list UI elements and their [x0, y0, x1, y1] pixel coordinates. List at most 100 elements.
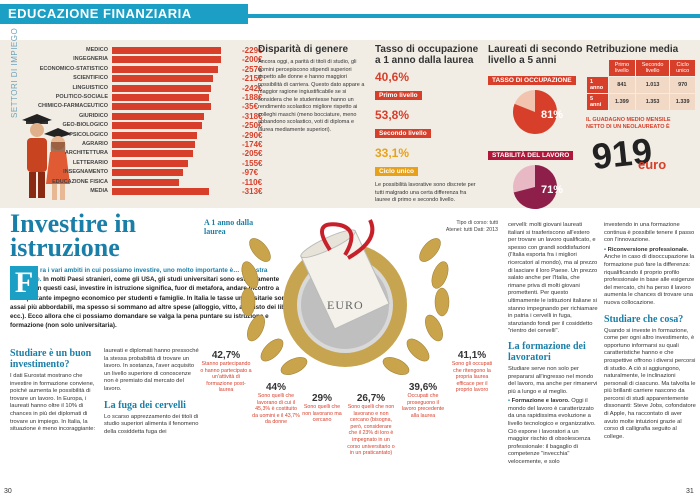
bullet-formazione: • Formazione e lavoro. Oggi il mondo del… [508, 398, 596, 466]
bar-row: MEDICO -229€ [14, 46, 262, 55]
text-studiare: I dati Eurostat mostrano che investire i… [10, 373, 96, 433]
bar [112, 103, 211, 111]
bar-category-label: PSICOLOGICO [69, 131, 108, 138]
retribuzione-table: Primo livello Secondo livello Ciclo unic… [586, 59, 696, 111]
occupazione-value-1: 40,6% [375, 70, 410, 84]
occupazione-value-3: 33,1% [375, 146, 410, 160]
bar [112, 56, 222, 64]
page-number-right: 31 [686, 488, 694, 495]
stat-6-text: Sono gli occupati che ritengono la propr… [451, 361, 493, 394]
bar [112, 169, 184, 177]
bar-value-label: -110€ [242, 177, 263, 187]
coin-text: EURO [327, 298, 364, 312]
retr-header-3: Ciclo unico [669, 59, 696, 77]
bar [112, 178, 179, 186]
coin-laurel-illustration [220, 210, 470, 380]
bar [112, 131, 198, 139]
bar [112, 150, 193, 158]
retr-cell: 1.399 [607, 93, 636, 111]
guadagno-unit: euro [638, 157, 667, 172]
guadagno-label: IL GUADAGNO MEDIO MENSILE NETTO DI UN NE… [586, 117, 671, 130]
pie-value-label: 81% [541, 109, 563, 121]
bar-category-label: EDUCAZIONE FISICA [52, 178, 108, 185]
col-2: laureati e diplomati hanno pressoché la … [104, 348, 200, 436]
retribuzione-box: Retribuzione media Primo livello Secondo… [586, 44, 696, 177]
bullet-riconversione: • Riconversione professionale. Anche in … [604, 246, 695, 306]
occupazione-box: Tasso di occupazione a 1 anno dalla laur… [375, 44, 483, 205]
intro-body: In molti Paesi stranieri, come gli USA, … [10, 276, 291, 330]
bar [112, 188, 209, 195]
bullet-formazione-title: Formazione e lavoro. [511, 398, 570, 405]
stat-5: 39,6% Occupati che proseguono il lavoro … [400, 382, 446, 419]
bar-value-label: -215€ [242, 74, 263, 84]
bullet-ricon-text: Anche in caso di disoccupazione la forma… [604, 254, 695, 306]
text-col3: cervelli: molti giovani laureati italian… [508, 222, 598, 335]
retr-cell: 1.013 [634, 76, 671, 94]
bar-category-label: LINGUISTICO [72, 84, 108, 91]
occupazione-label-3: Ciclo unico [375, 167, 419, 176]
bar-category-label: GEO-BIOLOGICO [62, 122, 108, 129]
bar [112, 94, 209, 101]
bar-value-label: -250€ [242, 121, 263, 131]
text-formazione: Studiare serve non solo per prepararsi a… [508, 365, 598, 395]
stat-4-value: 26,7% [356, 393, 386, 404]
stat-2: 44% Sono quelli che lavorano di cui il 4… [252, 382, 300, 426]
graduate-figures-illustration [20, 112, 74, 204]
bar-value-label: -97€ [242, 168, 259, 178]
article-title-line2: istruzione [10, 233, 120, 262]
stat-1: 42,7% Stanno partecipando o hanno partec… [200, 350, 252, 394]
bar [112, 141, 195, 148]
bar-value-label: -205€ [242, 149, 263, 159]
bullet-formazione-text: Oggi il mondo del lavoro è caratterizzat… [508, 398, 596, 466]
bar-value-label: -290€ [242, 130, 263, 140]
bar-category-label: MEDIA [90, 188, 108, 194]
pie-slice [513, 165, 557, 209]
stat-1-text: Stanno partecipando o hanno partecipato … [200, 361, 252, 394]
text-col2: laureati e diplomati hanno pressoché la … [104, 348, 199, 392]
bar [112, 47, 222, 54]
bar-value-label: -174€ [242, 140, 263, 149]
page-number-left: 30 [4, 488, 12, 495]
bar-category-label: SCIENTIFICO [73, 75, 108, 82]
stabilita-label: STABILITÀ DEL LAVORO [488, 151, 574, 160]
retr-cell: 841 [607, 76, 636, 94]
bar-row: GIURIDICO -318€ [14, 112, 263, 121]
bar-category-label: CHIMICO-FARMACEUTICO [38, 103, 108, 110]
tasso-pie: 81% [513, 90, 563, 134]
retr-cell: 1.339 [669, 93, 696, 111]
disparita-box: Disparità di genere Ancora oggi, a parit… [258, 44, 370, 134]
retr-cell: 1.353 [634, 93, 671, 111]
bar-category-label: LETTERARIO [72, 159, 108, 166]
stat-1-value: 42,7% [211, 350, 241, 361]
text-col4: investendo in una formazione continua è … [604, 222, 695, 244]
retr-row-label: 1 anno [586, 76, 609, 94]
stabilita-pie: 71% [513, 165, 563, 209]
bar [112, 84, 211, 92]
bar-row: LETTERARIO -155€ [14, 159, 263, 168]
heading-studiare: Studiare è un buon investimento? [10, 348, 92, 370]
stat-2-value: 44% [265, 382, 286, 393]
occupazione-title: Tasso di occupazione a 1 anno dalla laur… [375, 44, 479, 66]
page-header: EDUCAZIONE FINANZIARIA [0, 0, 700, 28]
bar-row: EDUCAZIONE FISICA -110€ [14, 178, 262, 187]
bar-row: INSEGNAMENTO -97€ [14, 168, 258, 177]
heading-cosa: Studiare che cosa? [604, 313, 684, 325]
disparita-title: Disparità di genere [258, 44, 349, 55]
laureati5-title: Laureati di secondo livello a 5 anni [488, 44, 583, 66]
retr-row-label: 5 anni [586, 93, 609, 111]
article-title-line1: Investire in [10, 209, 136, 238]
dropcap: F [10, 266, 38, 300]
bar-value-label: -229€ [242, 46, 263, 55]
disparita-text: Ancora oggi, a parità di titoli di studi… [258, 59, 365, 133]
retribuzione-title: Retribuzione media [586, 44, 679, 55]
bar-category-label: GIURIDICO [78, 112, 108, 119]
stat-2-text: Sono quelli che lavorano di cui il 45,3%… [252, 393, 300, 426]
stat-3-value: 29% [311, 393, 332, 404]
bar-row: PSICOLOGICO -290€ [14, 131, 262, 140]
occupazione-label-1: Primo livello [375, 91, 422, 100]
infographic-title: A 1 anno dalla laurea [204, 218, 254, 236]
bar-value-label: -200€ [242, 55, 263, 65]
stat-3: 29% Sono quelli che non lavorano ma cerc… [300, 393, 344, 424]
occupazione-note: Le possibilità lavorative sono discrete … [375, 182, 476, 203]
bar-row: MEDIA -313€ [14, 187, 262, 196]
